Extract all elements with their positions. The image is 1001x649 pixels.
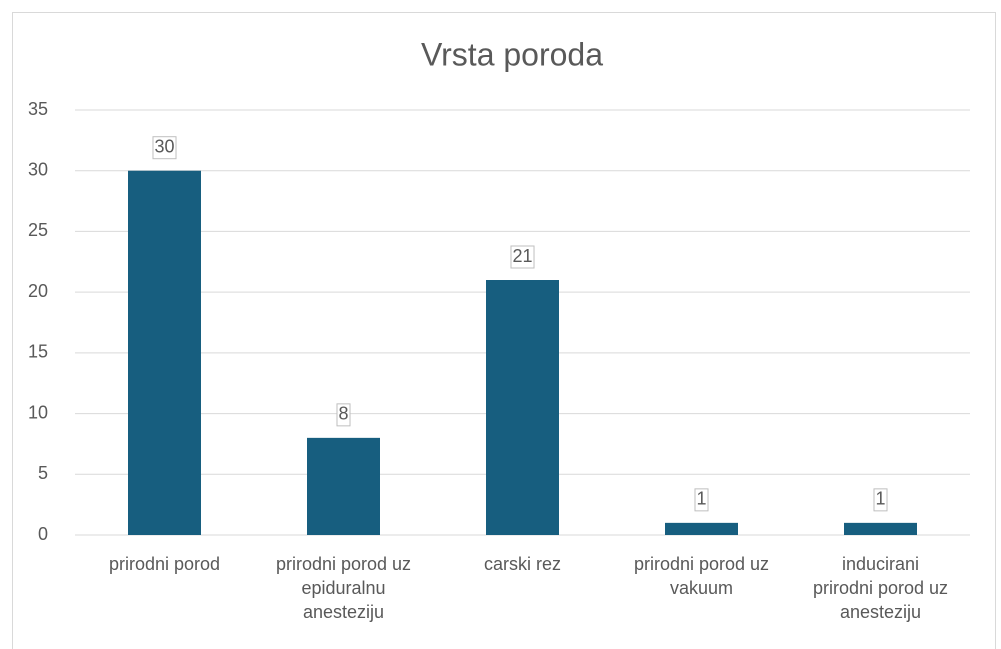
data-label-group: 1	[694, 488, 709, 512]
data-label-group: 8	[336, 403, 351, 427]
y-tick-label: 25	[28, 220, 48, 240]
data-label-group: 21	[510, 245, 535, 269]
y-tick-label: 10	[28, 402, 48, 422]
data-label-group: 1	[873, 488, 888, 512]
data-label-box	[510, 245, 535, 269]
x-tick-label: prirodni porod uz epiduralnu anesteziju	[275, 554, 412, 622]
x-tick-label: prirodni porod	[108, 554, 221, 574]
x-tick-label-box: inducirani prirodni porod uz anesteziju	[812, 554, 949, 622]
x-tick-label-box: prirodni porod	[108, 554, 221, 574]
data-label-group: 30	[152, 136, 177, 160]
bar	[307, 437, 380, 535]
x-tick-label-box: carski rez	[483, 554, 561, 574]
x-tick-label-box: prirodni porod uz vakuum	[633, 554, 770, 598]
bar	[665, 522, 738, 535]
data-label: 8	[338, 404, 348, 424]
data-label: 21	[512, 246, 532, 266]
data-label-box	[336, 403, 351, 427]
data-label: 1	[696, 489, 706, 509]
y-tick-label: 0	[38, 524, 48, 544]
y-tick-label: 35	[28, 99, 48, 119]
data-label-box	[152, 136, 177, 160]
y-tick-label: 20	[28, 281, 48, 301]
data-label: 30	[154, 136, 174, 156]
y-tick-label: 15	[28, 342, 48, 362]
y-tick-label: 30	[28, 159, 48, 179]
x-tick-label: prirodni porod uz vakuum	[633, 554, 770, 598]
x-tick-label: inducirani prirodni porod uz anesteziju	[812, 554, 949, 622]
y-tick-label: 5	[38, 463, 48, 483]
bar	[128, 170, 201, 535]
bar	[844, 522, 917, 535]
chart-title: Vrsta poroda	[421, 36, 603, 72]
data-label: 1	[875, 489, 885, 509]
bar	[486, 280, 559, 535]
data-label-box	[873, 488, 888, 512]
x-tick-label-box: prirodni porod uz epiduralnu anesteziju	[275, 554, 412, 622]
data-label-box	[694, 488, 709, 512]
x-tick-label: carski rez	[483, 554, 561, 574]
